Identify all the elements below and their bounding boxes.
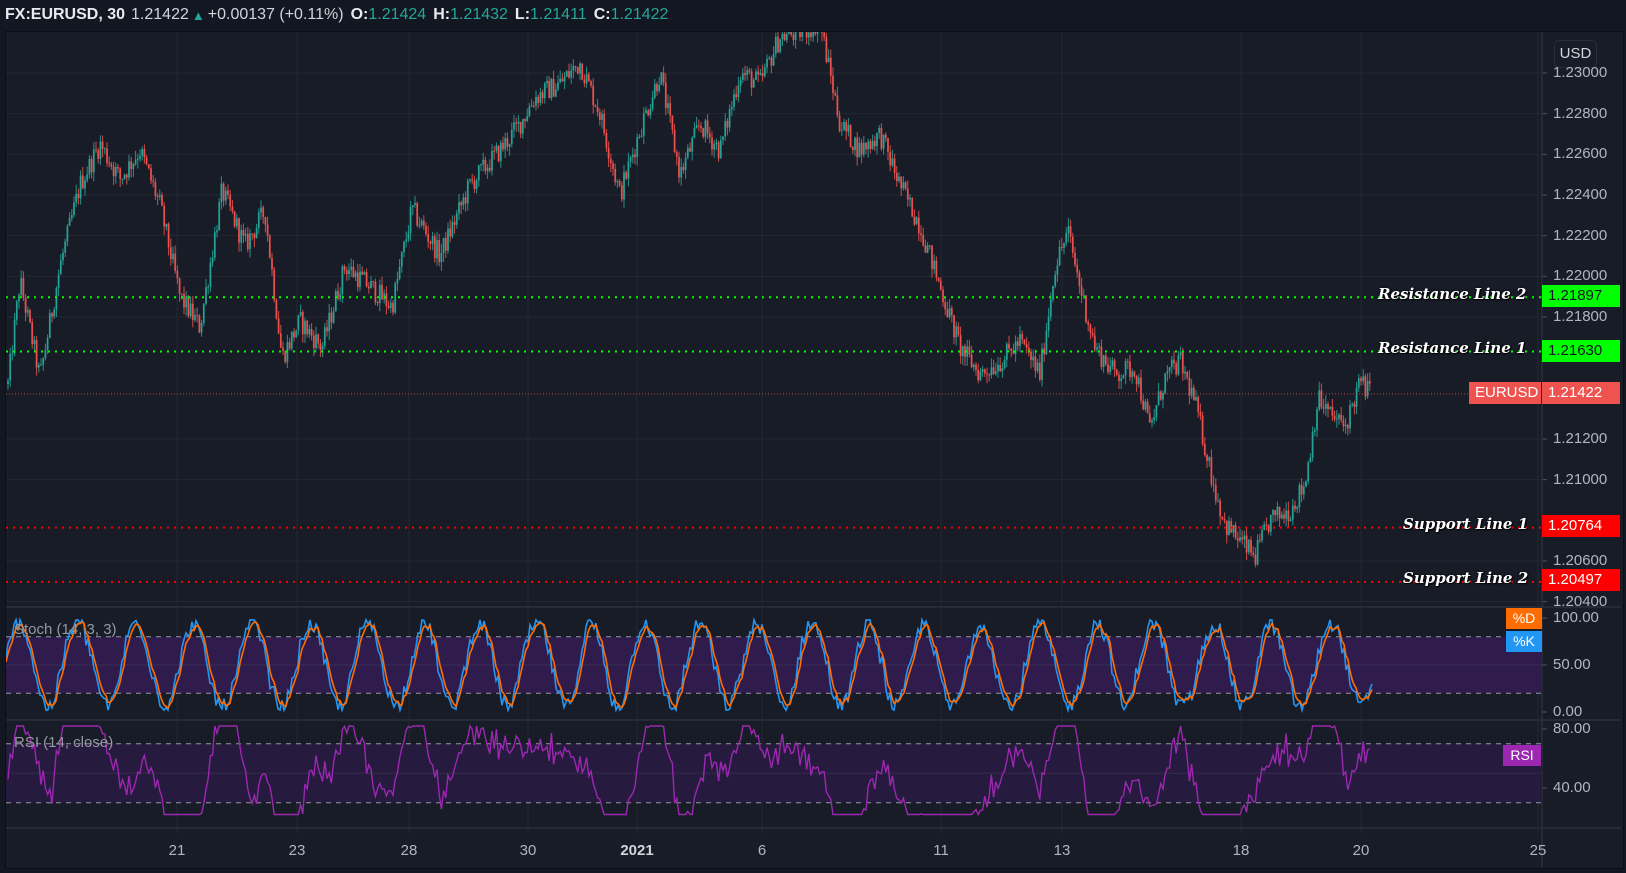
price-tick-label: 1.21200	[1553, 429, 1608, 447]
chart-frame[interactable]	[5, 31, 1624, 869]
rsi-tick-label: 80.00	[1553, 720, 1591, 737]
price-tick-label: 1.22200	[1553, 226, 1608, 244]
triangle-up-icon: ▲	[191, 7, 205, 23]
time-tick-label: 28	[400, 842, 418, 859]
high-value: 1.21432	[450, 6, 508, 23]
symbol-tag: EURUSD	[1469, 382, 1541, 404]
support-line-1-label: Support Line 1	[1403, 515, 1529, 533]
rsi-tick-label: 40.00	[1553, 779, 1591, 796]
resistance-line-1-price-tag: 1.21630	[1542, 340, 1620, 362]
price-tick-label: 1.20600	[1553, 551, 1608, 569]
open-label: O:	[350, 6, 369, 23]
resistance-line-2-price-tag: 1.21897	[1542, 285, 1620, 307]
stoch-tick-label: 50.00	[1553, 656, 1591, 673]
stoch-k-badge: %K	[1506, 631, 1542, 652]
support-line-2-label: Support Line 2	[1403, 569, 1529, 587]
resistance-line-2-label: Resistance Line 2	[1378, 285, 1527, 303]
current-price-tag: 1.21422	[1542, 382, 1620, 404]
currency-button[interactable]: USD	[1554, 40, 1597, 68]
symbol-header: FX:EURUSD, 30 1.21422 ▲ +0.00137 (+0.11%…	[0, 0, 1626, 30]
resistance-line-1-label: Resistance Line 1	[1378, 339, 1527, 357]
time-tick-label: 11	[933, 842, 949, 859]
time-tick-label: 21	[168, 842, 186, 859]
stoch-indicator-title[interactable]: Stoch (14, 3, 3)	[14, 621, 117, 638]
rsi-indicator-title[interactable]: RSI (14, close)	[14, 734, 114, 751]
close-value: 1.21422	[610, 6, 669, 23]
price-tick-label: 1.21000	[1553, 470, 1608, 488]
high-label: H:	[433, 6, 451, 23]
time-tick-label: 25	[1529, 842, 1547, 859]
time-tick-label: 18	[1232, 842, 1250, 859]
stoch-d-badge: %D	[1506, 608, 1542, 629]
time-tick-label: 13	[1053, 842, 1071, 859]
price-change: +0.00137 (+0.11%)	[207, 6, 344, 23]
price-tick-label: 1.22400	[1553, 185, 1608, 203]
price-tick-label: 1.22000	[1553, 267, 1608, 285]
close-label: C:	[593, 6, 611, 23]
rsi-badge: RSI	[1503, 745, 1541, 766]
time-tick-label: 30	[519, 842, 537, 859]
support-line-1-price-tag: 1.20764	[1542, 515, 1620, 537]
price-tick-label: 1.23000	[1553, 64, 1608, 81]
price-tick-label: 1.22600	[1553, 145, 1608, 163]
open-value: 1.21424	[368, 6, 427, 23]
price-tick-label: 1.22800	[1553, 104, 1608, 122]
low-value: 1.21411	[530, 6, 587, 23]
price-tick-label: 1.21800	[1553, 307, 1608, 325]
symbol-title[interactable]: FX:EURUSD, 30	[5, 6, 126, 23]
stoch-tick-label: 0.00	[1553, 703, 1583, 720]
time-tick-label: 20	[1352, 842, 1370, 859]
time-tick-label: 6	[757, 842, 767, 859]
price-tick-label: 1.20400	[1553, 592, 1608, 610]
time-tick-label: 2021	[620, 842, 654, 859]
time-tick-label: 23	[288, 842, 306, 859]
stoch-tick-label: 100.00	[1553, 609, 1599, 626]
low-label: L:	[514, 6, 531, 23]
support-line-2-price-tag: 1.20497	[1542, 569, 1620, 591]
last-price: 1.21422	[131, 6, 189, 23]
